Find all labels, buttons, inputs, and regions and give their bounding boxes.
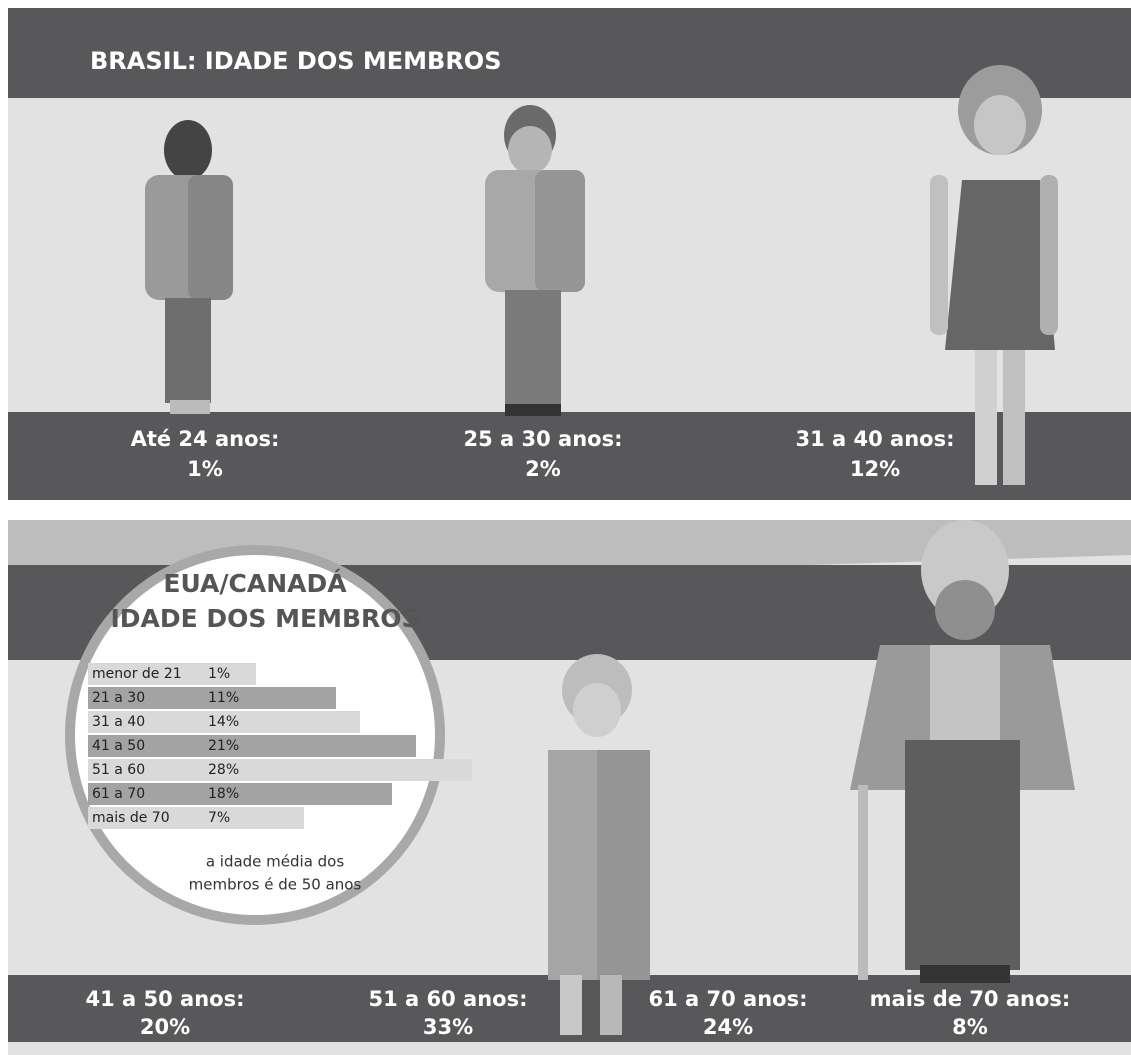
group-value: 8% [952,1015,988,1039]
chart-title: EUA/CANADÁ [163,569,347,598]
group-value: 12% [850,457,900,481]
group-value: 20% [140,1015,190,1039]
group-label: Até 24 anos: [131,427,280,451]
group-label: 51 a 60 anos: [369,987,528,1011]
brasil-title: BRASIL: IDADE DOS MEMBROS [90,47,502,75]
group-value: 1% [187,457,223,481]
group-value: 33% [423,1015,473,1039]
group-label: 25 a 30 anos: [464,427,623,451]
category-label: mais de 70 [92,810,170,826]
category-label: menor de 21 [92,666,182,682]
group-label: 31 a 40 anos: [796,427,955,451]
value-label: 28% [208,762,239,778]
group-label: 61 a 70 anos: [649,987,808,1011]
infographic: BRASIL: IDADE DOS MEMBROS EUA/CANADÁ IDA… [0,0,1131,1055]
bar [88,759,472,781]
value-label: 14% [208,714,239,730]
value-label: 7% [208,810,230,826]
category-label: 61 a 70 [92,786,145,802]
value-label: 21% [208,738,239,754]
annotation: a idade média dos [206,853,345,871]
category-label: 51 a 60 [92,762,145,778]
chart-subtitle: IDADE DOS MEMBROS [110,604,419,633]
value-label: 18% [208,786,239,802]
page: BRASIL: IDADE DOS MEMBROS EUA/CANADÁ IDA… [0,0,1131,1055]
group-label: mais de 70 anos: [870,987,1071,1011]
value-label: 1% [208,666,230,682]
category-label: 21 a 30 [92,690,145,706]
top-foot [8,412,1131,500]
category-label: 31 a 40 [92,714,145,730]
group-label: 41 a 50 anos: [86,987,245,1011]
group-value: 24% [703,1015,753,1039]
category-label: 41 a 50 [92,738,145,754]
annotation: membros é de 50 anos [189,876,362,894]
group-value: 2% [525,457,561,481]
value-label: 11% [208,690,239,706]
